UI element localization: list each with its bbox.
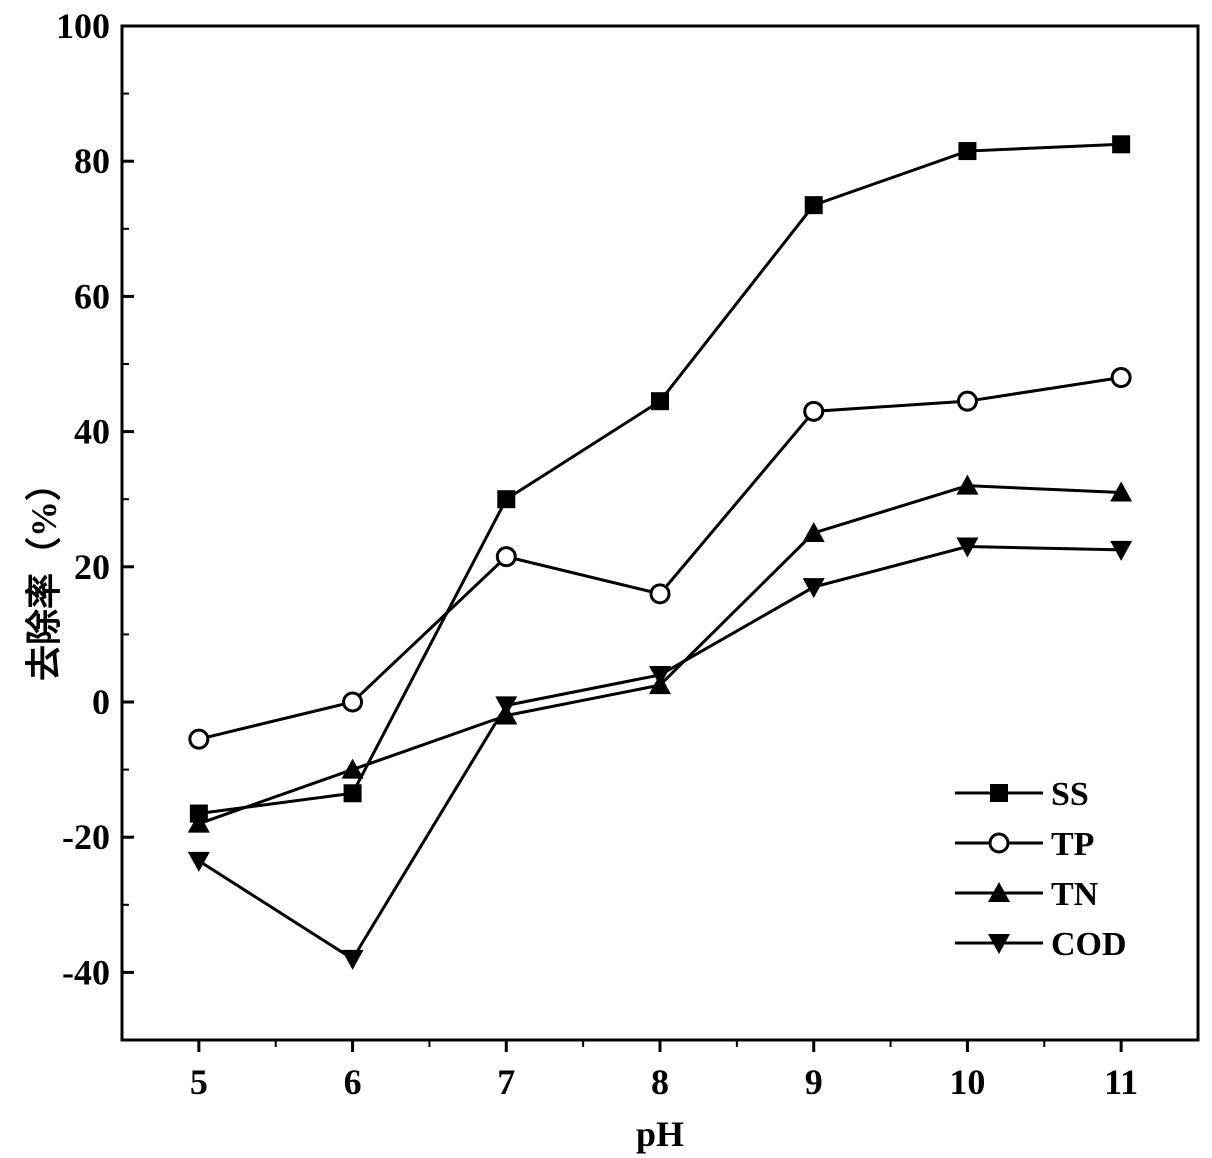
y-tick-label: 20 (74, 547, 110, 587)
legend-marker (990, 784, 1008, 802)
y-tick-label: 80 (74, 141, 110, 181)
data-point-ss (343, 784, 362, 803)
series-tn (187, 474, 1133, 833)
legend-item-tp: TP (955, 826, 1094, 863)
x-axis: 5 6 7 8 9 10 11 (190, 1040, 1138, 1102)
data-point-tp (803, 400, 825, 422)
y-axis-title: 去除率（%） (24, 465, 64, 681)
legend-marker (988, 882, 1010, 902)
series-layer (187, 135, 1133, 970)
x-tick-label: 5 (190, 1062, 208, 1102)
x-tick-label: 10 (949, 1062, 985, 1102)
legend-item-ss: SS (955, 776, 1089, 813)
data-point-tn (187, 812, 210, 833)
data-point-ss (1112, 135, 1131, 154)
x-tick-label: 11 (1104, 1062, 1138, 1102)
data-point-tn (956, 474, 979, 495)
data-point-tp (649, 583, 671, 605)
series-tp (188, 367, 1132, 750)
y-axis: -40 -20 0 20 40 60 80 100 (56, 6, 134, 1041)
data-point-tp (956, 390, 978, 412)
data-point-cod (495, 696, 518, 717)
series-line-tn (198, 484, 1122, 826)
data-point-cod (341, 949, 364, 970)
y-tick-label: 40 (74, 412, 110, 452)
data-point-cod (187, 851, 210, 872)
series-line-cod (198, 545, 1122, 961)
legend-label: SS (1051, 776, 1089, 813)
y-tick-label: 0 (92, 682, 110, 722)
data-point-ss (958, 142, 977, 161)
series-cod (187, 537, 1133, 970)
x-tick-label: 8 (651, 1062, 669, 1102)
data-point-ss (497, 490, 516, 509)
data-point-cod (802, 578, 825, 599)
data-point-tp (342, 691, 364, 713)
x-tick-label: 9 (805, 1062, 823, 1102)
legend-label: TN (1051, 876, 1099, 913)
series-line-ss (198, 142, 1122, 816)
data-point-tp (188, 728, 210, 750)
y-tick-label: 60 (74, 276, 110, 316)
legend-item-cod: COD (955, 926, 1127, 963)
plot-frame (120, 24, 1200, 1042)
x-tick-label: 7 (497, 1062, 515, 1102)
data-point-tn (341, 758, 364, 779)
data-point-cod (649, 665, 671, 686)
data-point-tp (495, 546, 517, 568)
legend: SS TP TN COD (955, 776, 1127, 963)
data-point-ss (651, 392, 669, 411)
plot-area (120, 24, 1200, 1042)
data-point-tp (1110, 367, 1132, 389)
data-point-ss (804, 196, 823, 215)
legend-item-tn: TN (955, 876, 1099, 913)
legend-label: COD (1051, 926, 1127, 963)
data-point-tn (1110, 481, 1133, 502)
x-tick-label: 6 (344, 1062, 362, 1102)
data-point-cod (1110, 540, 1133, 561)
y-tick-label: -40 (62, 952, 110, 992)
legend-marker (988, 832, 1010, 854)
y-tick-label: 100 (56, 6, 110, 46)
y-tick-label: -20 (62, 817, 110, 857)
x-axis-title: pH (636, 1114, 684, 1154)
legend-label: TP (1051, 826, 1094, 863)
data-point-cod (956, 537, 979, 558)
data-point-tn (802, 522, 825, 542)
series-ss (189, 135, 1131, 823)
legend-marker (988, 934, 1010, 954)
